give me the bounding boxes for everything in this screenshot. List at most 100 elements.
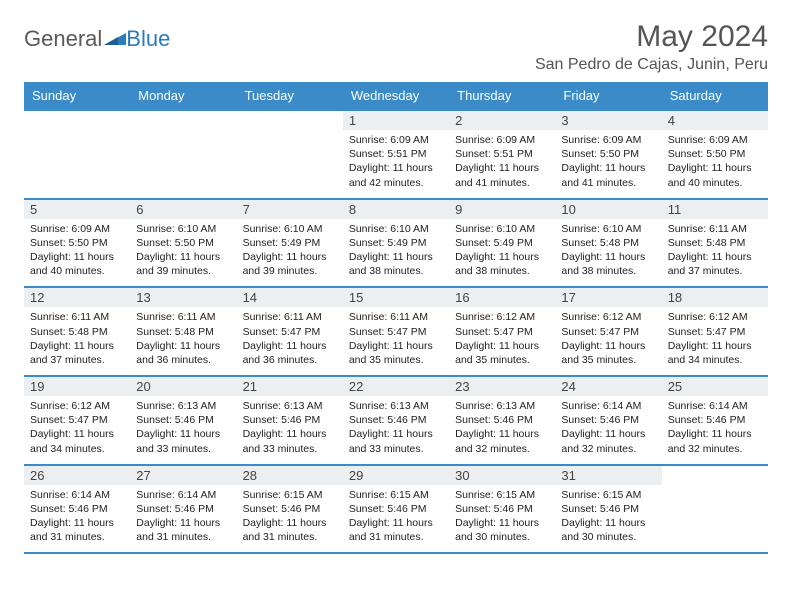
day-details: Sunrise: 6:10 AMSunset: 5:49 PMDaylight:… [243,222,337,279]
day-number: 3 [555,111,661,130]
day-number: 29 [343,466,449,485]
sunset-line: Sunset: 5:48 PM [561,236,655,250]
sunrise-line: Sunrise: 6:10 AM [561,222,655,236]
calendar-day-cell: 26Sunrise: 6:14 AMSunset: 5:46 PMDayligh… [24,465,130,554]
sunrise-line: Sunrise: 6:11 AM [136,310,230,324]
day-details: Sunrise: 6:14 AMSunset: 5:46 PMDaylight:… [136,488,230,545]
day-number: 20 [130,377,236,396]
calendar-day-cell: 11 Sunrise: 6:11 AMSunset: 5:48 PMDayligh… [662,199,768,288]
daylight-line: Daylight: 11 hours and 39 minutes. [243,250,337,278]
sunset-line: Sunset: 5:46 PM [243,502,337,516]
calendar-day-cell: 6 Sunrise: 6:10 AMSunset: 5:50 PMDaylight… [130,199,236,288]
sunrise-line: Sunrise: 6:12 AM [455,310,549,324]
sunrise-line: Sunrise: 6:10 AM [349,222,443,236]
logo-triangle-icon [104,29,126,50]
calendar-day-cell: 13Sunrise: 6:11 AMSunset: 5:48 PMDayligh… [130,287,236,376]
day-details: Sunrise: 6:11 AMSunset: 5:48 PMDaylight:… [668,222,762,279]
day-details: Sunrise: 6:15 AMSunset: 5:46 PMDaylight:… [349,488,443,545]
sunset-line: Sunset: 5:48 PM [136,325,230,339]
day-number: 18 [662,288,768,307]
calendar-day-cell [24,110,130,199]
calendar-week-row: 19Sunrise: 6:12 AMSunset: 5:47 PMDayligh… [24,376,768,465]
calendar-day-cell: 2Sunrise: 6:09 AMSunset: 5:51 PMDaylight… [449,110,555,199]
day-number [130,111,236,130]
sunrise-line: Sunrise: 6:14 AM [561,399,655,413]
daylight-line: Daylight: 11 hours and 33 minutes. [136,427,230,455]
daylight-line: Daylight: 11 hours and 42 minutes. [349,161,443,189]
calendar-week-row: 26Sunrise: 6:14 AMSunset: 5:46 PMDayligh… [24,465,768,554]
day-details: Sunrise: 6:09 AMSunset: 5:51 PMDaylight:… [349,133,443,190]
sunset-line: Sunset: 5:46 PM [136,502,230,516]
day-number: 8 [343,200,449,219]
daylight-line: Daylight: 11 hours and 32 minutes. [668,427,762,455]
day-details: Sunrise: 6:09 AMSunset: 5:51 PMDaylight:… [455,133,549,190]
sunrise-line: Sunrise: 6:09 AM [668,133,762,147]
daylight-line: Daylight: 11 hours and 32 minutes. [561,427,655,455]
day-details: Sunrise: 6:09 AMSunset: 5:50 PMDaylight:… [561,133,655,190]
weekday-header: Saturday [662,82,768,110]
daylight-line: Daylight: 11 hours and 30 minutes. [455,516,549,544]
day-details: Sunrise: 6:12 AMSunset: 5:47 PMDaylight:… [668,310,762,367]
day-number: 21 [237,377,343,396]
day-number [662,466,768,485]
day-details: Sunrise: 6:13 AMSunset: 5:46 PMDaylight:… [136,399,230,456]
sunrise-line: Sunrise: 6:13 AM [349,399,443,413]
sunset-line: Sunset: 5:46 PM [30,502,124,516]
daylight-line: Daylight: 11 hours and 41 minutes. [561,161,655,189]
daylight-line: Daylight: 11 hours and 35 minutes. [349,339,443,367]
calendar-day-cell: 1Sunrise: 6:09 AMSunset: 5:51 PMDaylight… [343,110,449,199]
daylight-line: Daylight: 11 hours and 34 minutes. [30,427,124,455]
sunrise-line: Sunrise: 6:14 AM [136,488,230,502]
day-number [24,111,130,130]
sunset-line: Sunset: 5:46 PM [349,502,443,516]
day-details: Sunrise: 6:15 AMSunset: 5:46 PMDaylight:… [243,488,337,545]
sunrise-line: Sunrise: 6:09 AM [349,133,443,147]
sunrise-line: Sunrise: 6:12 AM [668,310,762,324]
weekday-header: Wednesday [343,82,449,110]
sunset-line: Sunset: 5:50 PM [136,236,230,250]
sunrise-line: Sunrise: 6:10 AM [455,222,549,236]
day-details: Sunrise: 6:09 AMSunset: 5:50 PMDaylight:… [30,222,124,279]
daylight-line: Daylight: 11 hours and 35 minutes. [455,339,549,367]
daylight-line: Daylight: 11 hours and 38 minutes. [349,250,443,278]
sunset-line: Sunset: 5:47 PM [30,413,124,427]
day-details: Sunrise: 6:11 AMSunset: 5:48 PMDaylight:… [136,310,230,367]
title-block: May 2024 San Pedro de Cajas, Junin, Peru [535,20,768,74]
day-details: Sunrise: 6:10 AMSunset: 5:48 PMDaylight:… [561,222,655,279]
day-details: Sunrise: 6:12 AMSunset: 5:47 PMDaylight:… [30,399,124,456]
daylight-line: Daylight: 11 hours and 40 minutes. [30,250,124,278]
sunrise-line: Sunrise: 6:10 AM [243,222,337,236]
calendar-day-cell: 15Sunrise: 6:11 AMSunset: 5:47 PMDayligh… [343,287,449,376]
day-details: Sunrise: 6:12 AMSunset: 5:47 PMDaylight:… [455,310,549,367]
weekday-header: Monday [130,82,236,110]
sunrise-line: Sunrise: 6:11 AM [668,222,762,236]
calendar-day-cell: 8Sunrise: 6:10 AMSunset: 5:49 PMDaylight… [343,199,449,288]
sunset-line: Sunset: 5:47 PM [668,325,762,339]
day-number: 6 [130,200,236,219]
weekday-header: Thursday [449,82,555,110]
calendar-header-row: SundayMondayTuesdayWednesdayThursdayFrid… [24,82,768,110]
calendar-week-row: 12Sunrise: 6:11 AMSunset: 5:48 PMDayligh… [24,287,768,376]
day-details: Sunrise: 6:11 AMSunset: 5:48 PMDaylight:… [30,310,124,367]
sunset-line: Sunset: 5:46 PM [455,502,549,516]
sunrise-line: Sunrise: 6:11 AM [243,310,337,324]
day-number: 11 [662,200,768,219]
sunset-line: Sunset: 5:47 PM [455,325,549,339]
day-details: Sunrise: 6:09 AMSunset: 5:50 PMDaylight:… [668,133,762,190]
daylight-line: Daylight: 11 hours and 31 minutes. [30,516,124,544]
calendar-day-cell: 7Sunrise: 6:10 AMSunset: 5:49 PMDaylight… [237,199,343,288]
sunrise-line: Sunrise: 6:15 AM [455,488,549,502]
day-number [237,111,343,130]
calendar-table: SundayMondayTuesdayWednesdayThursdayFrid… [24,82,768,554]
sunrise-line: Sunrise: 6:15 AM [349,488,443,502]
sunset-line: Sunset: 5:46 PM [243,413,337,427]
sunrise-line: Sunrise: 6:10 AM [136,222,230,236]
calendar-day-cell: 20 Sunrise: 6:13 AMSunset: 5:46 PMDayligh… [130,376,236,465]
calendar-day-cell: 17Sunrise: 6:12 AMSunset: 5:47 PMDayligh… [555,287,661,376]
sunset-line: Sunset: 5:50 PM [668,147,762,161]
sunrise-line: Sunrise: 6:13 AM [136,399,230,413]
sunrise-line: Sunrise: 6:11 AM [349,310,443,324]
sunset-line: Sunset: 5:51 PM [349,147,443,161]
daylight-line: Daylight: 11 hours and 39 minutes. [136,250,230,278]
calendar-body: 1Sunrise: 6:09 AMSunset: 5:51 PMDaylight… [24,110,768,553]
